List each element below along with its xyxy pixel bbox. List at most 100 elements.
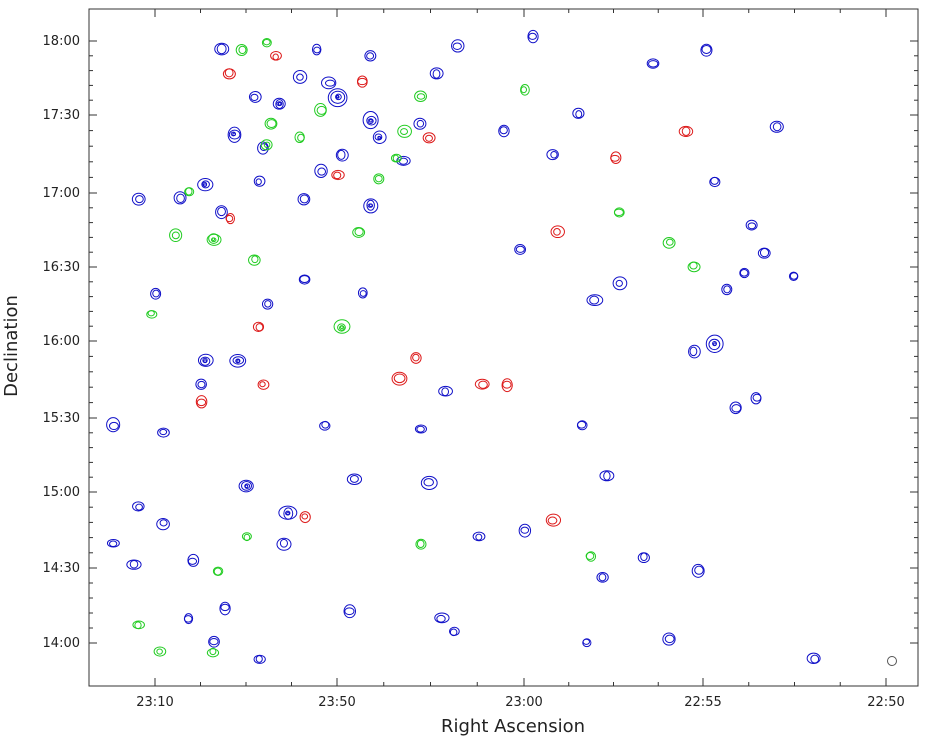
contour-ring [259,143,268,151]
contour-ring [255,323,264,332]
contour-ring [603,471,611,481]
contour-ring [220,603,230,612]
contour-ring [266,119,277,129]
blue-contour-source [278,505,298,520]
contour-ring [153,646,167,657]
contour-ring [416,119,425,128]
contour-ring [420,475,438,490]
contour-ring [311,43,322,56]
contour-ring [366,52,375,60]
blue-contour-source [215,205,228,220]
red-contour-source [299,511,311,524]
blue-contour-source [343,604,356,619]
contour-ring [335,93,342,101]
contour-ring [313,46,321,54]
blue-contour-source [662,632,676,646]
y-tick-label: 17:00 [43,186,80,201]
contour-peak [286,511,290,516]
blue-contour-source [586,294,604,307]
blue-contour-source [757,247,771,259]
contour-ring [176,193,185,204]
contour-ring [393,373,406,384]
blue-contour-source [183,613,194,625]
contour-ring [333,319,351,334]
contour-ring [229,354,247,368]
contour-ring [478,380,488,389]
contour-ring [585,552,595,560]
blue-contour-source [276,537,292,551]
contour-ring [356,75,368,88]
y-tick-label: 14:30 [43,561,80,576]
contour-ring [572,107,585,119]
contour-ring [390,153,402,163]
blue-contour-source [346,473,363,485]
contour-ring [106,417,121,433]
green-contour-source [397,124,412,138]
contour-ring [413,117,427,130]
contour-ring [150,287,162,300]
x-tick-label: 23:10 [136,695,173,710]
contour-ring [416,539,425,549]
blue-contour-source [173,191,187,205]
blue-contour-source [314,163,328,178]
contour-ring [364,50,377,62]
blue-contour-source [414,424,427,434]
y-tick-label: 15:00 [43,485,80,500]
contour-ring [206,233,222,246]
contour-ring [689,346,698,357]
blue-contour-source [195,378,207,390]
contour-ring [546,149,559,161]
contour-ring [550,225,565,239]
contour-ring [173,191,187,205]
green-contour-source [146,310,158,319]
contour-peak [211,237,216,241]
y-tick-label: 18:00 [43,34,80,49]
green-contour-source [414,90,428,103]
green-contour-source [352,227,366,238]
red-contour-source [610,151,622,165]
blue-contour-source [319,420,331,431]
contour-ring [264,300,272,308]
contour-ring [317,167,327,176]
blue-contour-source [187,553,200,567]
contour-peak [369,118,373,123]
contour-ring [615,279,623,287]
blue-contour-source [434,612,450,624]
blue-contour-source [272,97,286,110]
blue-contour-source [646,58,660,69]
contour-ring [475,533,483,541]
green-contour-source [206,647,220,658]
contour-ring [374,133,383,141]
contour-ring [648,60,659,68]
blue-contour-source [364,50,377,62]
blue-contour-source [449,626,460,637]
contour-ring [200,356,211,366]
green-contour-source [248,254,261,266]
tick-marks [89,9,918,686]
blue-contour-source [637,552,650,564]
contour-ring [159,519,168,527]
beam-marker [887,656,897,666]
contour-ring [502,380,512,389]
blue-contour-source [527,29,539,44]
contour-ring [327,88,348,108]
blue-contour-source [335,148,349,162]
contour-ring [731,404,742,413]
green-contour-source [294,131,305,144]
contour-ring [691,563,705,578]
contour-ring [729,401,742,415]
contour-ring [596,571,609,583]
green-contour-source [241,532,252,542]
contour-ring [324,79,336,87]
blue-contour-source [253,654,266,664]
contour-ring [710,176,719,185]
blue-contour-source [788,271,799,281]
y-tick-label: 14:00 [43,636,80,651]
contour-ring [414,90,428,103]
contour-ring [452,42,462,50]
contour-ring [598,573,607,582]
red-contour-source [257,379,270,390]
contour-ring [678,125,694,137]
blue-contour-source [253,175,266,187]
contour-ring [262,38,271,46]
